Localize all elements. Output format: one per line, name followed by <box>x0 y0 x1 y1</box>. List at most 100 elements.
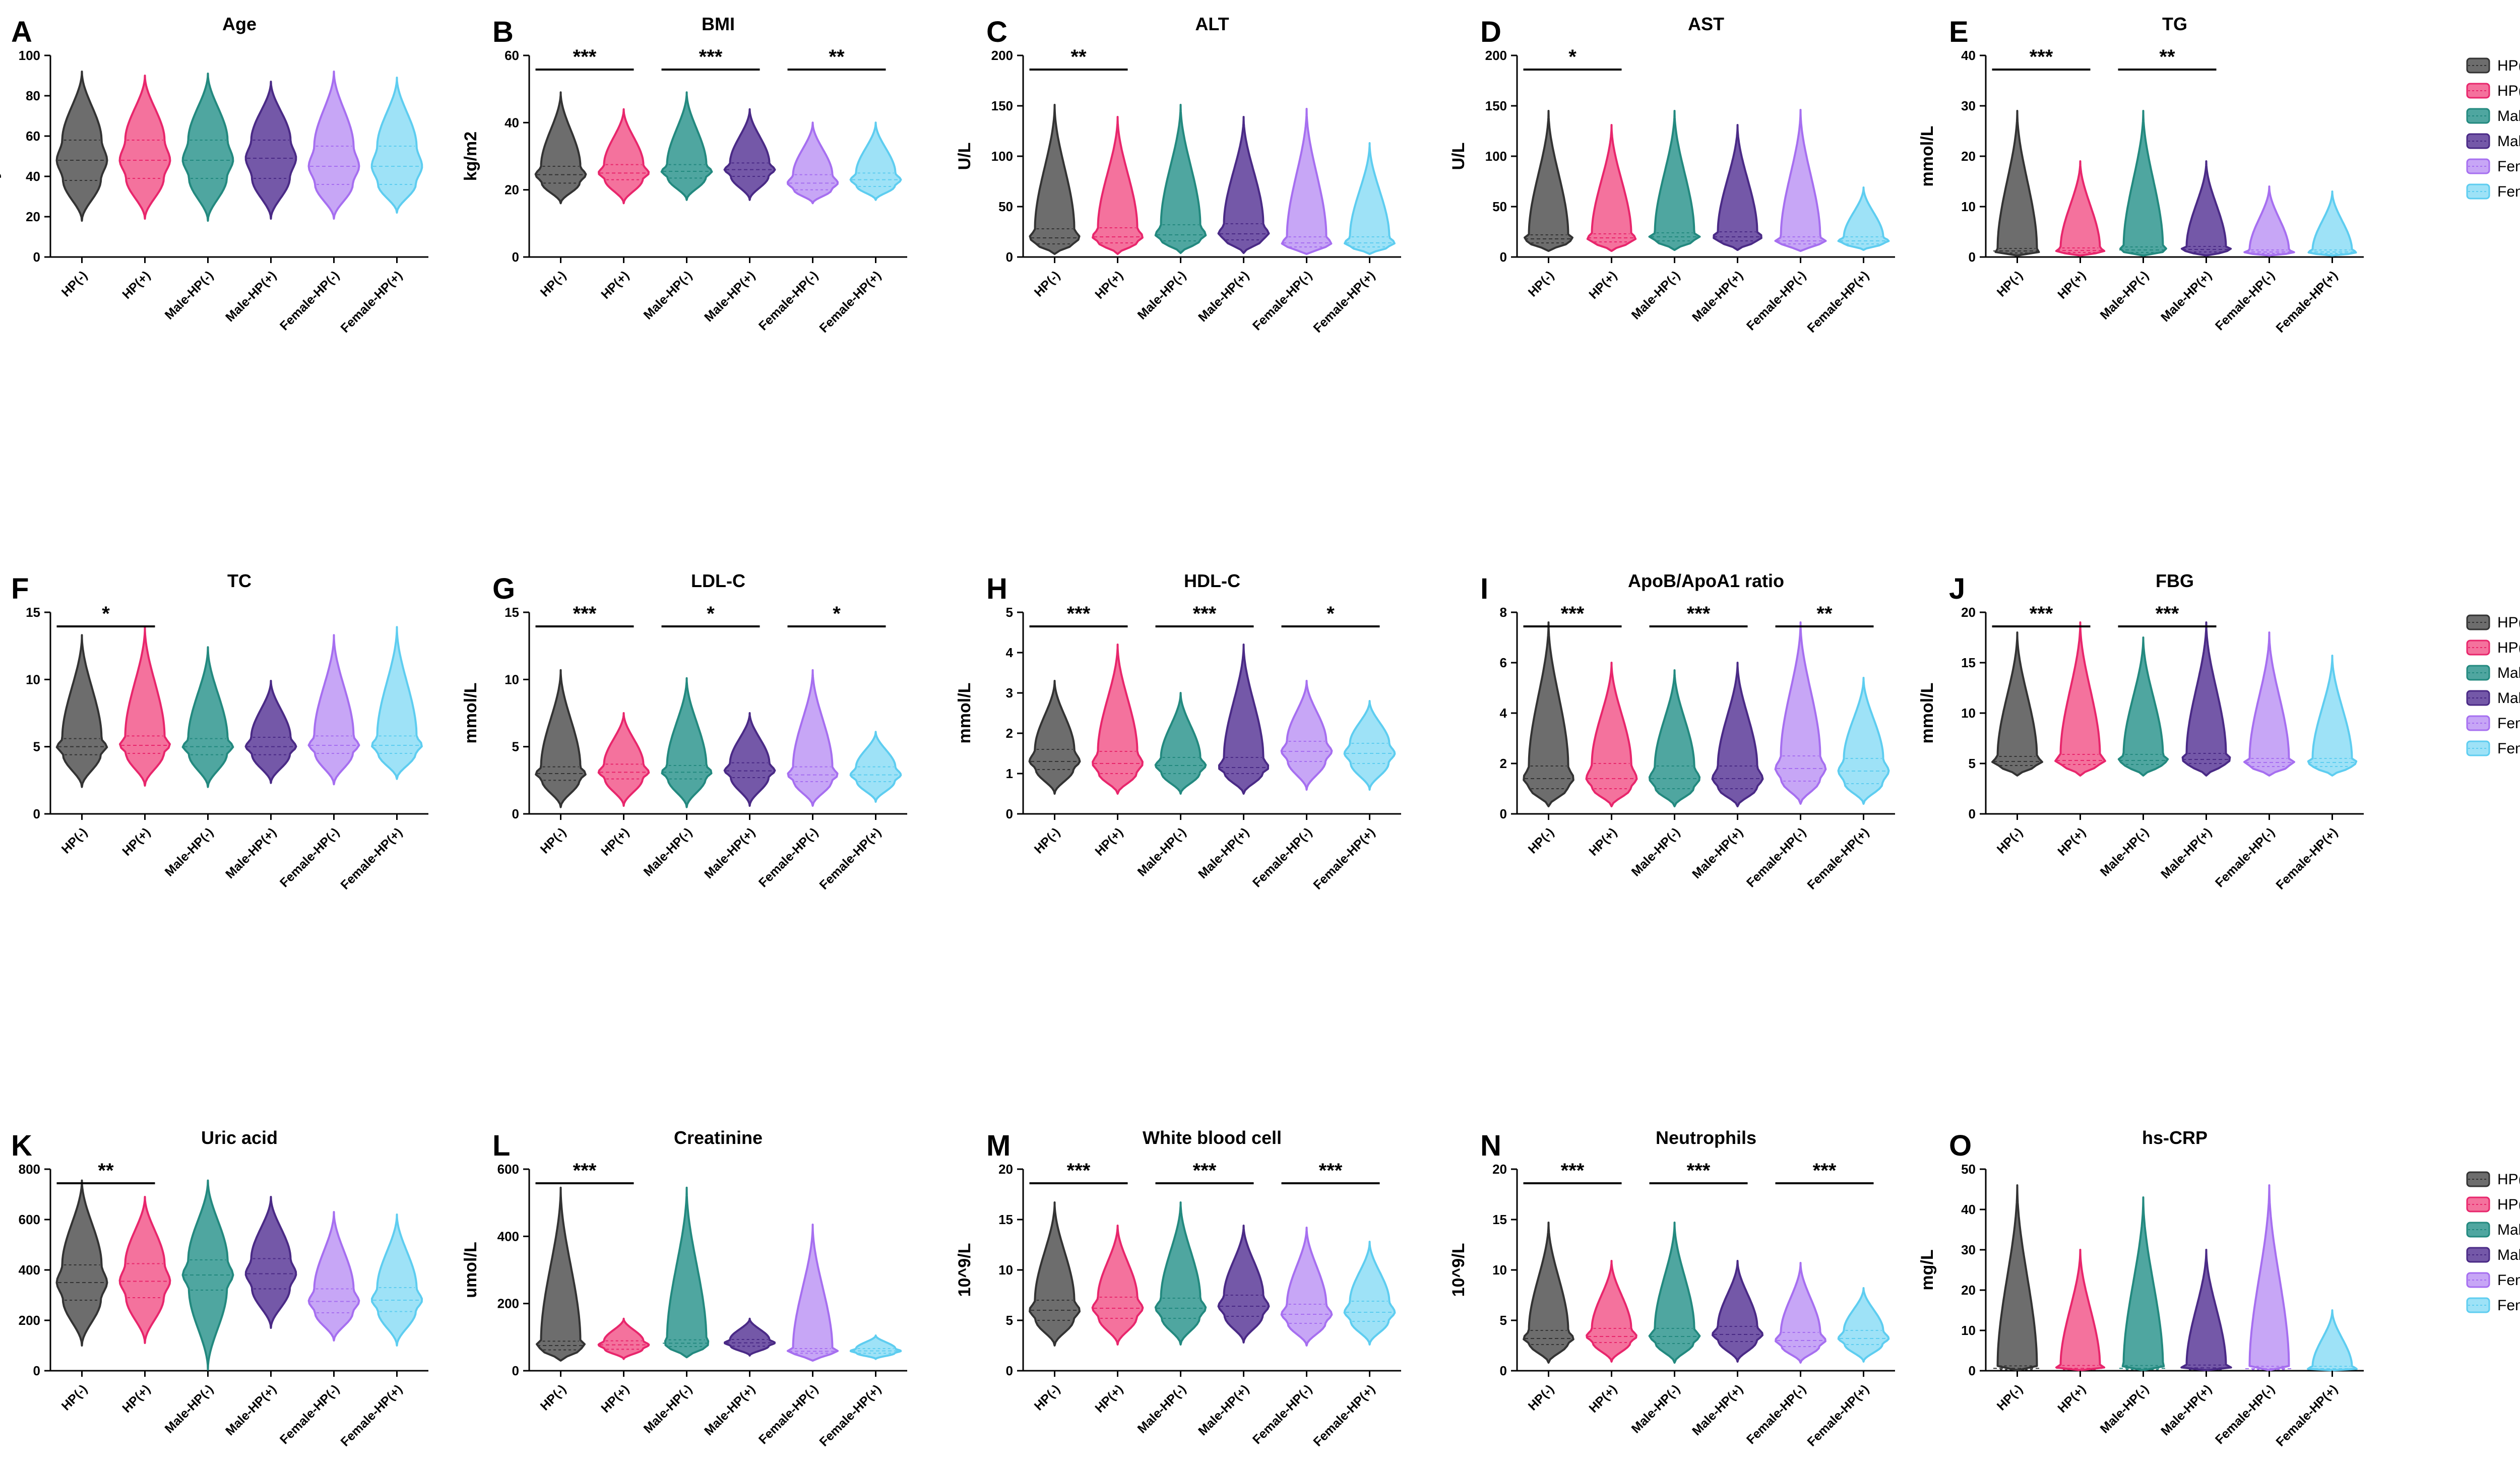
y-tick-label: 600 <box>19 1212 40 1227</box>
legend-label: HP(+) <box>2497 1196 2520 1213</box>
violin-body <box>534 91 587 205</box>
violin-3 <box>1712 1260 1763 1363</box>
y-tick-label: 150 <box>1485 98 1507 113</box>
panel-title: TG <box>2162 14 2187 34</box>
x-tick-label: Female-HP(+) <box>816 1382 884 1449</box>
x-tick-label: HP(+) <box>2055 268 2088 301</box>
x-tick-label: Male-HP(-) <box>162 1382 216 1436</box>
violin-body <box>370 77 423 214</box>
x-tick-label: HP(-) <box>59 825 90 856</box>
violin-3 <box>1711 662 1764 807</box>
significance-label: ** <box>1070 46 1087 68</box>
violin-5 <box>1837 677 1890 805</box>
x-tick-label: Female-HP(+) <box>338 1382 405 1449</box>
significance-label: *** <box>1687 1160 1711 1182</box>
y-axis-label: U/L <box>955 143 974 170</box>
panel-letter: G <box>492 572 515 605</box>
significance-label: * <box>1327 603 1335 625</box>
legend-label: Male-HP(-) <box>2497 108 2520 124</box>
violin-3 <box>244 81 297 220</box>
violin-0 <box>535 669 587 808</box>
panel-title: HDL-C <box>1184 570 1240 591</box>
x-tick-label: Female-HP(+) <box>338 268 405 335</box>
violin-3 <box>2180 1249 2232 1372</box>
x-tick-label: Female-HP(-) <box>2213 825 2278 890</box>
violin-body <box>55 71 108 222</box>
panel-a: A Age years 0 20 40 60 80 100 HP(-) HP(+) Male-HP(-… <box>0 14 428 336</box>
violin-0 <box>1993 110 2041 257</box>
significance-label: *** <box>1561 603 1585 625</box>
violin-body <box>2121 1196 2165 1372</box>
legend-label: Male-HP(-) <box>2497 1222 2520 1238</box>
violin-0 <box>55 634 108 788</box>
violin-2 <box>1648 110 1701 251</box>
violin-body <box>118 1196 171 1344</box>
panel-title: Creatinine <box>674 1127 763 1148</box>
y-tick-label: 15 <box>26 605 40 620</box>
violin-body <box>1280 1227 1333 1347</box>
violin-0 <box>1523 1222 1574 1364</box>
y-axis-label: years <box>0 134 2 179</box>
y-tick-label: 0 <box>33 1363 40 1378</box>
violin-body <box>1586 1260 1637 1363</box>
violin-1 <box>598 108 650 205</box>
legend-label: Female-HP(+) <box>2497 740 2520 757</box>
violin-2 <box>1648 1222 1701 1364</box>
y-tick-label: 0 <box>33 249 40 265</box>
violin-body <box>1280 680 1333 791</box>
panel-i: I ApoB/ApoA1 ratio 0 2 4 6 8 HP(-) HP(+) Male-HP(… <box>1480 570 1895 892</box>
x-tick-label: Male-HP(-) <box>1135 268 1189 322</box>
panel-f: F TC mmol/L 0 5 10 15 HP(-) HP(+) Male-HP(-) Male-… <box>0 570 428 892</box>
x-tick-label: HP(+) <box>1586 825 1619 858</box>
violin-body <box>536 1186 586 1362</box>
x-tick-label: Male-HP(+) <box>1689 1382 1746 1438</box>
violin-5 <box>1343 1241 1396 1346</box>
y-tick-label: 6 <box>1500 655 1507 670</box>
x-tick-label: Male-HP(+) <box>2158 268 2215 325</box>
x-tick-label: Male-HP(+) <box>702 268 758 325</box>
panel-m: M White blood cell 10^9/L 0 5 10 15 20 HP(-) HP(+… <box>955 1127 1401 1449</box>
x-tick-label: Male-HP(-) <box>2098 268 2152 322</box>
violin-1 <box>2055 160 2106 257</box>
panel-letter: J <box>1949 572 1965 605</box>
x-tick-label: HP(-) <box>1526 825 1557 856</box>
x-tick-label: HP(-) <box>59 268 90 299</box>
violin-4 <box>1774 109 1827 252</box>
violin-body <box>1996 1184 2038 1372</box>
panel-c: C ALT U/L 0 50 100 150 200 HP(-) HP(+) Male-HP(-) M… <box>955 14 1401 336</box>
y-axis-label: umol/L <box>461 1242 480 1298</box>
y-tick-label: 0 <box>1500 249 1507 265</box>
y-tick-label: 40 <box>1961 1202 1976 1217</box>
violin-body <box>1713 124 1762 251</box>
y-axis-label: mmol/L <box>0 683 2 744</box>
panel-b: B BMI kg/m2 0 20 40 60 HP(-) HP(+) Male-HP(-) Male… <box>461 14 907 336</box>
violin-2 <box>181 646 234 788</box>
violin-body <box>1523 1222 1574 1364</box>
significance-label: *** <box>1687 603 1711 625</box>
significance-label: *** <box>573 1160 597 1182</box>
panel-letter: O <box>1949 1129 1972 1162</box>
x-tick-label: HP(+) <box>119 1382 153 1415</box>
panel-title: TC <box>227 570 251 591</box>
panel-g: G LDL-C mmol/L 0 5 10 15 HP(-) HP(+) Male-HP(-) Ma… <box>461 570 907 892</box>
y-tick-label: 100 <box>19 48 40 63</box>
violin-body <box>2180 1249 2232 1372</box>
x-tick-label: Female-HP(+) <box>2273 1382 2340 1449</box>
violin-body <box>660 91 713 201</box>
x-tick-label: Female-HP(-) <box>1744 825 1809 890</box>
y-tick-label: 400 <box>19 1262 40 1278</box>
x-tick-label: Female-HP(+) <box>1310 825 1377 892</box>
violin-3 <box>723 712 776 807</box>
violin-body <box>723 108 776 201</box>
violin-body <box>2055 160 2106 257</box>
x-tick-label: HP(-) <box>1032 1382 1063 1413</box>
violin-1 <box>2055 1249 2106 1372</box>
violin-body <box>1343 1241 1396 1346</box>
y-tick-label: 200 <box>497 1296 519 1311</box>
y-tick-label: 0 <box>1969 806 1976 821</box>
x-tick-label: HP(-) <box>1994 825 2026 856</box>
violin-body <box>1775 1262 1826 1364</box>
violin-body <box>181 646 234 788</box>
violin-5 <box>2307 655 2358 777</box>
legend: HP(-) HP(+) Male-HP(-) Male-HP(+) Female-HP(… <box>2466 1171 2520 1314</box>
